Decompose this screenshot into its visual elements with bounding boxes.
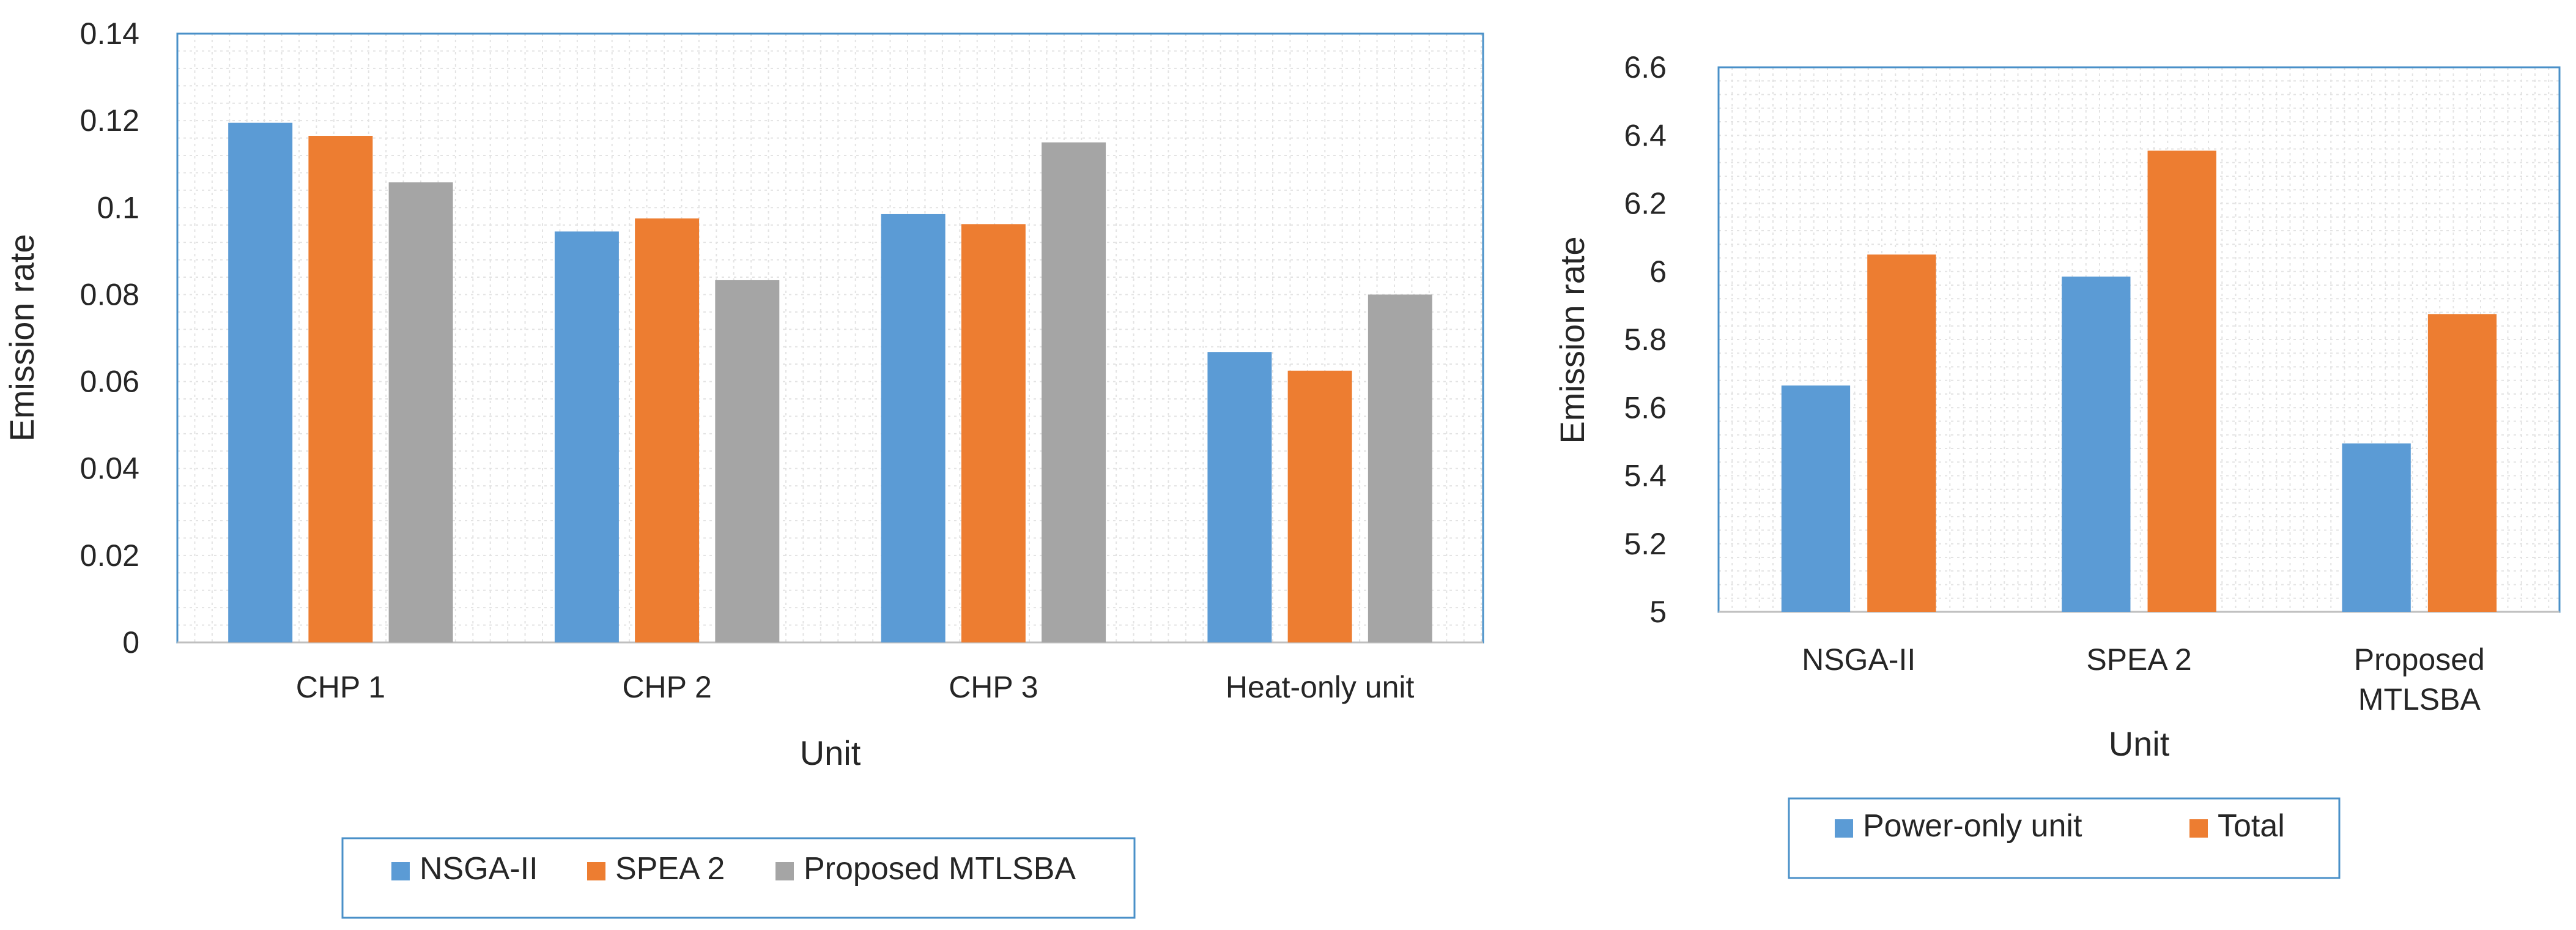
- y-tick-label: 0.04: [80, 452, 139, 486]
- bar-total-spea-2: [2147, 151, 2216, 612]
- legend-label-nsga-ii: NSGA-II: [420, 851, 538, 887]
- x-axis-title: Unit: [2109, 724, 2170, 763]
- y-tick-label: 0.02: [80, 538, 139, 573]
- legend-frame: [341, 837, 1136, 919]
- y-tick-label: 6: [1649, 255, 1667, 289]
- y-tick-label: 5.6: [1624, 390, 1667, 425]
- y-tick-label: 0.1: [97, 190, 139, 225]
- x-tick-label: SPEA 2: [2086, 642, 2191, 677]
- legend-swatch-total: [2189, 819, 2208, 838]
- legend-swatch-nsga-ii: [391, 862, 410, 880]
- y-tick-label: 6.6: [1624, 50, 1667, 84]
- right-chart: 5 5.2 5.4 5.6 5.8 6 6.2 6.4 6.6 NSGA-II SPEA 2 Prop…: [1553, 50, 2561, 879]
- y-tick-label: 0.06: [80, 365, 139, 399]
- x-tick-label: NSGA-II: [1802, 642, 1915, 677]
- x-tick-label: CHP 3: [949, 670, 1038, 704]
- x-tick-label: CHP 1: [296, 670, 385, 704]
- bar-power-only-unit-nsga-ii: [1781, 385, 1851, 612]
- y-tick-label: 0: [122, 625, 139, 660]
- legend: Power-only unit Total: [1788, 797, 2341, 879]
- bar-spea-2-chp-2: [635, 218, 700, 642]
- plot-area: [177, 34, 1483, 642]
- bar-nsga-ii-chp-2: [554, 231, 619, 642]
- legend-label-spea-2: SPEA 2: [615, 851, 725, 887]
- bars: [228, 122, 1432, 643]
- y-tick-label: 5.4: [1624, 459, 1667, 493]
- bar-spea-2-chp-1: [308, 136, 373, 643]
- bar-power-only-unit-proposed-mtlsba: [2342, 443, 2411, 612]
- x-axis-title: Unit: [800, 734, 861, 772]
- y-tick-label: 6.2: [1624, 187, 1667, 221]
- y-tick-label: 0.14: [80, 17, 139, 51]
- bar-spea-2-heat-only-unit: [1287, 370, 1352, 642]
- bar-proposed-mtlsba-heat-only-unit: [1368, 294, 1432, 642]
- legend-frame: [1788, 797, 2341, 879]
- legend-label-power-only-unit: Power-only unit: [1863, 808, 2082, 844]
- x-tick-label: Heat-only unit: [1226, 670, 1415, 704]
- y-tick-label: 0.08: [80, 277, 139, 311]
- bar-power-only-unit-spea-2: [2062, 277, 2131, 612]
- x-tick-label: Proposed: [2354, 642, 2485, 677]
- plot-area: [1719, 67, 2559, 612]
- legend-swatch-power-only-unit: [1835, 819, 1853, 838]
- legend-swatch-proposed-mtlsba: [775, 862, 794, 880]
- y-tick-label: 6.4: [1624, 118, 1667, 152]
- bar-total-nsga-ii: [1867, 254, 1936, 612]
- bars: [1781, 151, 2497, 612]
- bar-proposed-mtlsba-chp-3: [1042, 142, 1106, 642]
- x-tick-label: CHP 2: [622, 670, 711, 704]
- bar-spea-2-chp-3: [961, 224, 1026, 642]
- bar-nsga-ii-chp-3: [881, 214, 946, 643]
- legend-label-proposed-mtlsba: Proposed MTLSBA: [804, 851, 1076, 887]
- y-axis-title: Emission rate: [2, 234, 41, 441]
- bar-nsga-ii-chp-1: [228, 122, 293, 643]
- y-tick-label: 0.12: [80, 103, 139, 138]
- bar-proposed-mtlsba-chp-2: [715, 280, 780, 643]
- left-chart: 0 0.02 0.04 0.06 0.08 0.1 0.12 0.14 CHP 1 CHP 2 CH…: [2, 17, 1484, 919]
- bar-proposed-mtlsba-chp-1: [388, 182, 453, 642]
- y-tick-label: 5: [1649, 595, 1667, 629]
- bar-total-proposed-mtlsba: [2427, 314, 2497, 612]
- bar-nsga-ii-heat-only-unit: [1207, 352, 1272, 642]
- legend-swatch-spea-2: [587, 862, 605, 880]
- x-tick-label: MTLSBA: [2358, 682, 2481, 716]
- y-tick-label: 5.8: [1624, 322, 1667, 357]
- y-axis-title: Emission rate: [1553, 236, 1591, 444]
- legend-label-total: Total: [2218, 808, 2285, 844]
- y-tick-label: 5.2: [1624, 527, 1667, 561]
- legend: NSGA-II SPEA 2 Proposed MTLSBA: [341, 837, 1136, 919]
